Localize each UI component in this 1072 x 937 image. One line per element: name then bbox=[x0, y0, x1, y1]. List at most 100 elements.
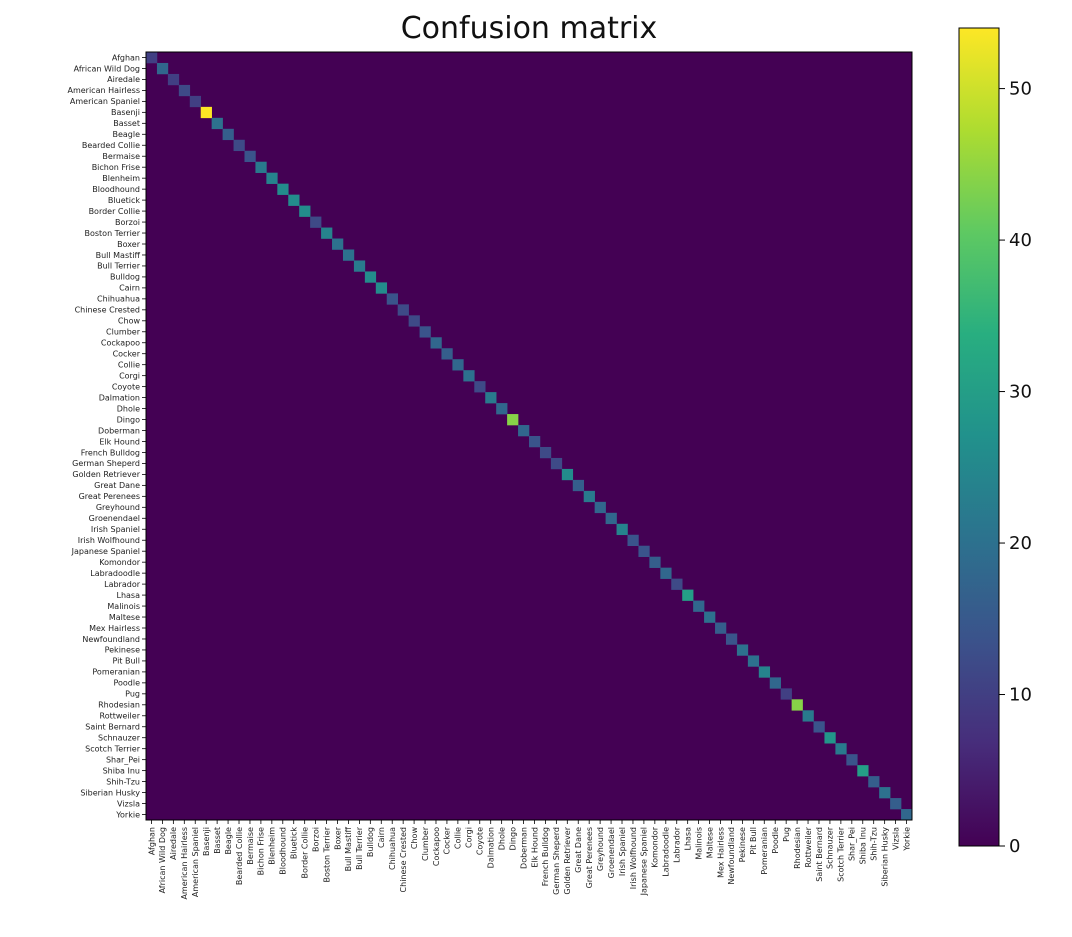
y-tick-label: Shih-Tzu bbox=[106, 777, 140, 786]
x-tick-label: Chinese Crested bbox=[399, 827, 408, 892]
x-tick-label: Border Collie bbox=[300, 827, 309, 879]
x-tick-label: Basset bbox=[213, 827, 222, 854]
matrix-cell-19-19 bbox=[353, 260, 366, 272]
x-tick-label: Shiba Inu bbox=[859, 827, 868, 864]
x-tick-label: Scotch Terrier bbox=[837, 826, 846, 882]
y-tick-label: Blenheim bbox=[102, 174, 140, 183]
matrix-cell-8-8 bbox=[233, 139, 245, 152]
matrix-cell-34-34 bbox=[518, 425, 530, 437]
y-tick-label: Malinois bbox=[107, 602, 140, 611]
y-tick-label: Chihuahua bbox=[97, 295, 140, 304]
y-tick-label: French Bulldog bbox=[81, 448, 140, 457]
y-tick-label: Yorkie bbox=[115, 810, 140, 819]
matrix-cell-66-66 bbox=[868, 776, 880, 788]
x-tick-label: Pug bbox=[782, 827, 791, 842]
matrix-cell-32-32 bbox=[496, 403, 508, 415]
x-tick-label: Labradoodle bbox=[662, 827, 671, 877]
y-tick-label: Rhodesian bbox=[98, 701, 140, 710]
x-tick-label: Chow bbox=[410, 827, 419, 850]
y-tick-label: Pug bbox=[125, 690, 140, 699]
x-tick-label: Yorkie bbox=[902, 827, 911, 852]
x-tick-label: Boston Terrier bbox=[322, 826, 331, 882]
matrix-cell-12-12 bbox=[277, 183, 289, 195]
matrix-cell-33-33 bbox=[507, 414, 519, 426]
matrix-cell-42-42 bbox=[605, 512, 617, 525]
matrix-cell-63-63 bbox=[835, 743, 847, 755]
y-tick-label: Cairn bbox=[119, 284, 140, 293]
matrix-cell-57-57 bbox=[769, 677, 781, 689]
x-axis-tick-labels: Afghan African Wild Dog Airedale American H… bbox=[147, 820, 911, 900]
y-tick-label: Elk Hound bbox=[99, 437, 140, 446]
y-tick-label: Corgi bbox=[119, 371, 140, 380]
x-tick-label: Bearded Collie bbox=[235, 827, 244, 885]
matrix-cell-30-30 bbox=[474, 381, 486, 393]
matrix-cell-24-24 bbox=[408, 315, 420, 327]
x-tick-label: Irish Spaniel bbox=[618, 827, 627, 876]
y-tick-label: Groenendael bbox=[89, 514, 140, 523]
x-tick-label: Newfoundland bbox=[727, 827, 736, 885]
matrix-cell-38-38 bbox=[561, 468, 574, 481]
matrix-cell-50-50 bbox=[693, 600, 705, 612]
matrix-cell-47-47 bbox=[660, 567, 672, 579]
matrix-cell-3-3 bbox=[178, 84, 191, 97]
x-tick-label: Doberman bbox=[519, 827, 528, 869]
matrix-cell-48-48 bbox=[671, 578, 683, 590]
y-tick-label: American Spaniel bbox=[70, 97, 140, 106]
x-tick-label: Blenheim bbox=[268, 827, 277, 865]
matrix-cell-7-7 bbox=[222, 128, 234, 141]
matrix-cell-0-0 bbox=[146, 52, 158, 64]
x-tick-label: Rhodesian bbox=[793, 827, 802, 869]
x-tick-label: Great Perenees bbox=[585, 827, 594, 888]
x-tick-label: Poodle bbox=[771, 827, 780, 854]
matrix-cell-1-1 bbox=[156, 62, 169, 75]
matrix-cell-27-27 bbox=[441, 348, 453, 360]
matrix-cell-17-17 bbox=[332, 238, 344, 250]
y-tick-label: Shar_Pei bbox=[106, 755, 140, 764]
matrix-cell-11-11 bbox=[266, 172, 278, 184]
matrix-cell-5-5 bbox=[200, 106, 212, 119]
colorbar-tick-label: 40 bbox=[1009, 230, 1032, 251]
y-tick-label: Cockapoo bbox=[101, 339, 140, 348]
y-tick-label: Border Collie bbox=[89, 207, 141, 216]
x-tick-label: Schnauzer bbox=[826, 826, 835, 869]
y-tick-label: Labrador bbox=[104, 580, 141, 589]
x-tick-label: Komondor bbox=[651, 826, 660, 867]
y-tick-label: Bermaise bbox=[102, 152, 140, 161]
x-tick-label: Coyote bbox=[476, 827, 485, 855]
matrix-cell-60-60 bbox=[802, 710, 814, 722]
x-tick-label: Maltese bbox=[705, 827, 714, 858]
y-tick-label: Irish Spaniel bbox=[91, 525, 140, 534]
x-tick-label: Bichon Frise bbox=[257, 827, 266, 875]
y-tick-label: Collie bbox=[118, 360, 140, 369]
matrix-cell-13-13 bbox=[288, 194, 300, 206]
x-tick-label: Pomeranian bbox=[760, 827, 769, 875]
matrix-cell-59-59 bbox=[791, 699, 803, 711]
matrix-cell-28-28 bbox=[452, 359, 464, 371]
y-tick-label: Schnauzer bbox=[98, 734, 141, 743]
y-tick-label: Lhasa bbox=[117, 591, 141, 600]
matrix-cell-23-23 bbox=[397, 304, 409, 316]
y-tick-label: Airedale bbox=[107, 75, 140, 84]
y-tick-label: Labradoodle bbox=[90, 569, 140, 578]
x-tick-label: Golden Retriever bbox=[563, 826, 572, 894]
y-tick-label: Mex Hairless bbox=[89, 624, 140, 633]
colorbar: 0 10 20 30 40 50 bbox=[958, 27, 1032, 857]
x-tick-label: Airedale bbox=[169, 827, 178, 860]
y-tick-label: Greyhound bbox=[96, 503, 140, 512]
x-tick-label: Great Dane bbox=[574, 827, 583, 873]
y-tick-label: African Wild Dog bbox=[74, 64, 140, 73]
y-tick-label: Basenji bbox=[111, 108, 140, 117]
matrix-cell-25-25 bbox=[419, 326, 431, 338]
y-tick-label: Dhole bbox=[117, 404, 140, 413]
x-tick-label: Clumber bbox=[421, 826, 430, 861]
y-tick-label: Shiba Inu bbox=[103, 766, 140, 775]
matrix-cell-26-26 bbox=[430, 337, 442, 349]
matrix-cell-40-40 bbox=[583, 490, 595, 503]
x-tick-label: Cockapoo bbox=[432, 827, 441, 866]
y-tick-label: Dingo bbox=[117, 415, 141, 424]
x-tick-label: Dalmation bbox=[487, 827, 496, 868]
matrix-cell-31-31 bbox=[485, 392, 497, 404]
y-tick-label: Bull Terrier bbox=[97, 262, 141, 271]
y-tick-label: Vizsla bbox=[117, 799, 140, 808]
